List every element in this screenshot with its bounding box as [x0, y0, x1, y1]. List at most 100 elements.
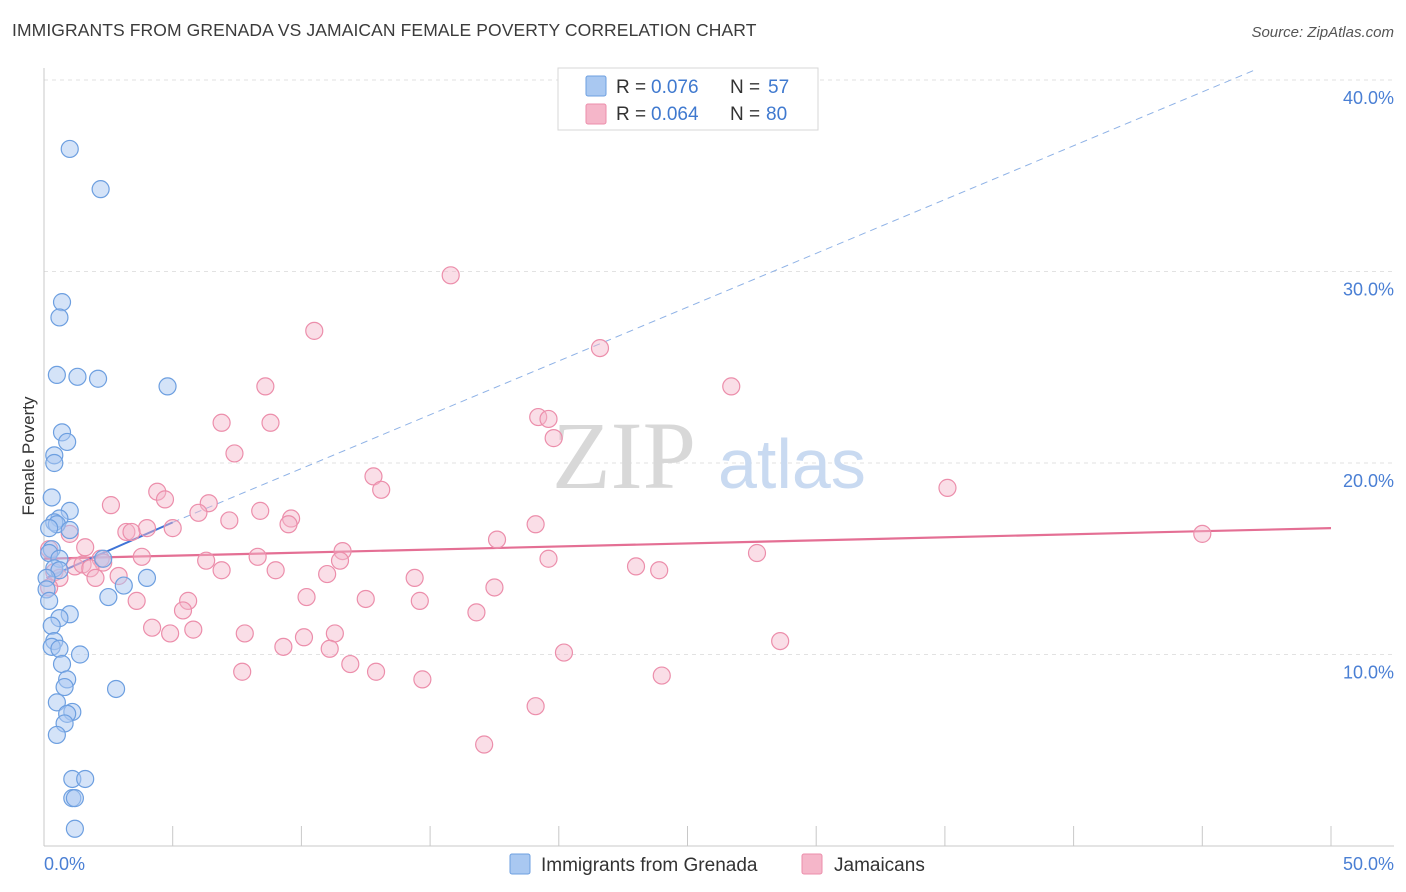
point-grenada-11: [45, 453, 64, 473]
point-grenada-9: [58, 432, 77, 452]
x-ticks: [172, 826, 1332, 846]
point-grenada-27: [114, 576, 133, 595]
bottom-legend: Immigrants from Grenada Jamaicans: [509, 853, 925, 876]
legend-r-label-grenada: R =: [616, 77, 646, 98]
legend: R = 0.076 N = 57 R = 0.064 N = 80: [557, 67, 819, 131]
watermark: ZIP atlas: [552, 402, 866, 509]
point-grenada-4: [47, 365, 66, 385]
point-grenada-29: [99, 587, 118, 607]
point-jamaicans-66: [161, 624, 180, 643]
y-tick-label-1: 20.0%: [1343, 471, 1394, 491]
point-jamaicans-50: [318, 564, 337, 584]
point-jamaicans-11: [364, 467, 383, 486]
legend-n-value-jamaicans: 80: [766, 104, 787, 125]
point-jamaicans-29: [487, 530, 507, 549]
point-grenada-18: [60, 520, 79, 540]
chart-source: Source: ZipAtlas.com: [1251, 24, 1394, 41]
point-grenada-46: [47, 725, 66, 745]
point-jamaicans-73: [554, 643, 574, 662]
point-jamaicans-14: [148, 482, 167, 501]
point-jamaicans-57: [297, 587, 316, 607]
bottom-legend-swatch-jamaicans: [801, 853, 823, 875]
point-jamaicans-21: [220, 511, 239, 530]
point-jamaicans-65: [184, 620, 203, 639]
x-tick-label-1: 50.0%: [1343, 854, 1394, 874]
point-jamaicans-6: [539, 409, 558, 429]
legend-r-value-jamaicans: 0.064: [651, 104, 699, 125]
point-grenada-2: [52, 293, 72, 312]
point-jamaicans-76: [366, 662, 386, 681]
point-jamaicans-18: [189, 503, 208, 522]
point-jamaicans-25: [163, 519, 182, 538]
point-jamaicans-28: [122, 522, 141, 542]
point-jamaicans-64: [143, 618, 162, 637]
point-jamaicans-34: [747, 543, 767, 563]
point-jamaicans-62: [173, 601, 193, 620]
point-jamaicans-7: [212, 413, 231, 432]
point-jamaicans-75: [233, 662, 252, 681]
point-grenada-38: [52, 654, 72, 674]
point-jamaicans-8: [261, 413, 280, 432]
point-jamaicans-4: [722, 377, 741, 396]
point-jamaicans-41: [330, 551, 350, 570]
trendline-grenada-dashed: [172, 69, 1254, 523]
point-jamaicans-52: [86, 568, 105, 588]
point-grenada-30: [40, 591, 59, 610]
point-jamaicans-68: [235, 624, 254, 643]
point-jamaicans-48: [650, 561, 669, 580]
point-jamaicans-27: [117, 522, 136, 542]
point-jamaicans-40: [197, 551, 216, 570]
point-jamaicans-47: [266, 561, 285, 580]
point-grenada-22: [94, 549, 113, 568]
point-jamaicans-77: [652, 666, 671, 685]
point-grenada-41: [106, 679, 126, 699]
point-jamaicans-37: [539, 549, 558, 568]
y-tick-label-0: 10.0%: [1343, 663, 1394, 683]
point-jamaicans-79: [526, 697, 545, 716]
point-grenada-1: [91, 180, 110, 199]
watermark-zip: ZIP: [552, 402, 696, 509]
points-grenada: [37, 139, 177, 838]
bottom-legend-label-jamaicans: Jamaicans: [834, 855, 925, 876]
point-grenada-5: [68, 367, 87, 386]
point-jamaicans-1: [305, 321, 324, 340]
point-jamaicans-17: [101, 496, 121, 515]
point-jamaicans-36: [248, 547, 267, 566]
legend-r-label-jamaicans: R =: [616, 104, 646, 125]
point-grenada-33: [42, 616, 61, 635]
point-jamaicans-80: [475, 735, 494, 754]
point-grenada-12: [42, 488, 61, 507]
legend-n-label-grenada: N =: [730, 77, 760, 98]
y-tick-labels: 10.0% 20.0% 30.0% 40.0%: [1343, 88, 1394, 683]
point-jamaicans-78: [413, 670, 432, 689]
point-jamaicans-24: [137, 519, 157, 538]
y-tick-label-2: 30.0%: [1343, 280, 1394, 300]
y-tick-label-3: 40.0%: [1343, 88, 1394, 108]
point-jamaicans-74: [341, 654, 360, 674]
point-jamaicans-70: [771, 631, 790, 651]
point-jamaicans-45: [81, 559, 100, 578]
axes: [43, 68, 1394, 847]
point-jamaicans-19: [251, 501, 270, 520]
watermark-atlas: atlas: [718, 425, 866, 503]
point-grenada-50: [65, 789, 84, 808]
gridlines: [44, 79, 1394, 655]
point-grenada-37: [70, 645, 90, 664]
points-jamaicans: [40, 266, 1212, 754]
point-grenada-6: [88, 369, 108, 388]
point-jamaicans-9: [544, 429, 563, 448]
point-jamaicans-61: [410, 591, 429, 610]
point-jamaicans-59: [127, 591, 146, 610]
point-grenada-17: [40, 519, 59, 538]
point-jamaicans-60: [179, 591, 198, 610]
point-grenada-0: [60, 139, 79, 159]
bottom-legend-label-grenada: Immigrants from Grenada: [541, 855, 758, 876]
point-jamaicans-44: [626, 557, 646, 576]
point-grenada-7: [158, 377, 177, 396]
x-tick-label-0: 0.0%: [44, 854, 85, 874]
point-grenada-36: [50, 639, 69, 658]
legend-swatch-grenada: [585, 75, 607, 97]
legend-n-value-grenada: 57: [768, 77, 789, 98]
point-jamaicans-35: [132, 547, 151, 566]
